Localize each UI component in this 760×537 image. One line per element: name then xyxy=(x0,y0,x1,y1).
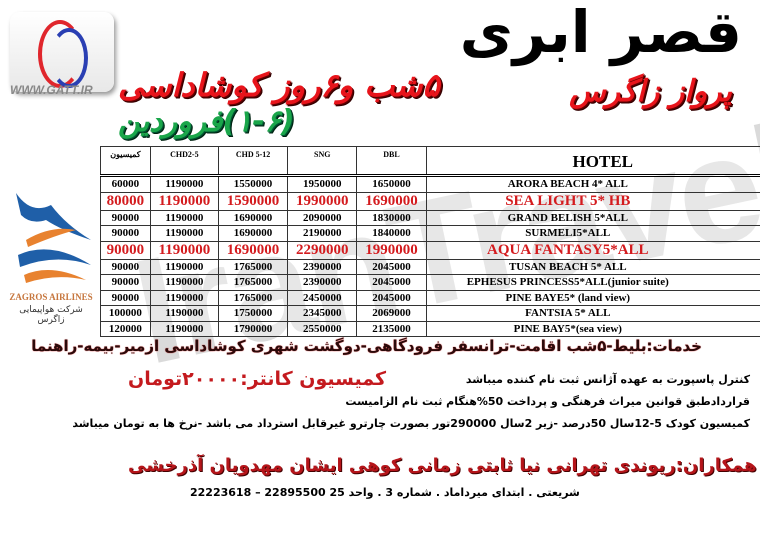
cell-sng: 2345000 xyxy=(287,305,358,322)
table-row: 90000 1190000 1765000 2450000 2045000 PINE BA… xyxy=(100,289,760,306)
cell-dbl: 2045000 xyxy=(356,274,427,291)
price-table: کمیسیون CHD2-5 CHD 5-12 SNG DBL HOTEL 60… xyxy=(100,146,760,337)
cell-chd25: 1190000 xyxy=(149,305,219,322)
cell-hotel: TUSAN BEACH 5* ALL xyxy=(425,258,760,275)
cell-dbl: 2069000 xyxy=(356,305,427,322)
cell-chd512: 1765000 xyxy=(217,289,289,306)
cell-commission: 90000 xyxy=(100,240,151,260)
table-row: 90000 1190000 1690000 2090000 1830000 GRAND B… xyxy=(100,209,760,226)
table-row: 60000 1190000 1550000 1950000 1650000 ARORA B… xyxy=(100,175,760,193)
cell-hotel: GRAND BELISH 5*ALL xyxy=(425,209,760,226)
cell-dbl: 1650000 xyxy=(356,175,427,193)
column-header-chd2-5: CHD2-5 xyxy=(149,146,219,176)
table-row: 120000 1190000 1790000 2550000 2135000 PINE B… xyxy=(100,320,760,337)
cell-hotel: PINE BAYE5* (land view) xyxy=(425,289,760,306)
cell-hotel: ARORA BEACH 4* ALL xyxy=(425,175,760,193)
cell-hotel: SEA LIGHT 5* HB xyxy=(425,191,760,211)
cell-chd512: 1690000 xyxy=(217,209,289,226)
company-logo xyxy=(10,12,114,92)
column-header-dbl: DBL xyxy=(356,146,427,176)
cell-chd512: 1750000 xyxy=(217,305,289,322)
cell-sng: 1950000 xyxy=(287,175,358,193)
cell-chd25: 1190000 xyxy=(149,191,219,211)
cell-dbl: 1690000 xyxy=(356,191,427,211)
table-row: 90000 1190000 1765000 2390000 2045000 TUSAN B… xyxy=(100,258,760,275)
cell-hotel: EPHESUS PRINCESS5*ALL(junior suite) xyxy=(425,274,760,291)
cell-chd25: 1190000 xyxy=(149,289,219,306)
address: شریعتی . ابتدای میرداماد . شماره 3 . واح… xyxy=(190,486,580,499)
column-header-hotel: HOTEL xyxy=(425,146,760,176)
cell-sng: 1990000 xyxy=(287,191,358,211)
cell-commission: 60000 xyxy=(100,175,151,193)
airline-name: ZAGROS AIRLINES xyxy=(9,292,93,302)
cell-chd25: 1190000 xyxy=(149,320,219,337)
cell-commission: 90000 xyxy=(100,258,151,275)
cell-chd25: 1190000 xyxy=(149,209,219,226)
airline-name-persian: شرکت هواپیمایی زاگرس xyxy=(19,305,83,325)
table-header-row: کمیسیون CHD2-5 CHD 5-12 SNG DBL HOTEL xyxy=(100,146,760,176)
page-title: قصر ابری xyxy=(459,0,742,66)
cell-sng: 2190000 xyxy=(287,225,358,242)
cell-hotel: AQUA FANTASY5*ALL xyxy=(425,240,760,260)
website-url: WWW.GATT.IR xyxy=(10,83,93,97)
column-header-sng: SNG xyxy=(287,146,358,176)
cell-sng: 2550000 xyxy=(287,320,358,337)
note-line: کنترل پاسپورت به عهده آژانس ثبت نام کنند… xyxy=(465,373,750,386)
cell-chd512: 1765000 xyxy=(217,258,289,275)
cell-dbl: 2135000 xyxy=(356,320,427,337)
cell-hotel: FANTSIA 5* ALL xyxy=(425,305,760,322)
table-row: 90000 1190000 1690000 2290000 1990000 AQUA FA… xyxy=(100,240,760,260)
package-dates: (۱-۶)فروردین xyxy=(118,104,295,139)
services-text: خدمات:بلیط-۵شب اقامت-ترانسفر فرودگاهی-دو… xyxy=(31,337,702,355)
counter-commission: کمیسیون کانتر:۲۰۰۰۰تومان xyxy=(128,368,387,390)
cell-chd512: 1690000 xyxy=(217,240,289,260)
cell-chd25: 1190000 xyxy=(149,258,219,275)
cell-commission: 90000 xyxy=(100,289,151,306)
cell-sng: 2290000 xyxy=(287,240,358,260)
cell-dbl: 1840000 xyxy=(356,225,427,242)
table-row: 90000 1190000 1690000 2190000 1840000 SURMELI… xyxy=(100,225,760,242)
cell-dbl: 2045000 xyxy=(356,258,427,275)
cell-chd512: 1690000 xyxy=(217,225,289,242)
zagros-flag-icon xyxy=(16,193,91,283)
cell-hotel: PINE BAY5*(sea view) xyxy=(425,320,760,337)
table-row: 80000 1190000 1590000 1990000 1690000 SEA LIG… xyxy=(100,191,760,211)
cell-commission: 120000 xyxy=(100,320,151,337)
cell-sng: 2090000 xyxy=(287,209,358,226)
cell-dbl: 2045000 xyxy=(356,289,427,306)
logo-blue-arc-icon xyxy=(50,28,88,88)
cell-sng: 2450000 xyxy=(287,289,358,306)
zagros-airlines-logo: ZAGROS AIRLINES شرکت هواپیمایی زاگرس xyxy=(6,185,96,325)
airline-title: پرواز زاگرس xyxy=(569,74,732,109)
partners-text: همکاران:ریوندی تهرانی نیا ثابتی زمانی کو… xyxy=(128,455,757,476)
column-header-commission: کمیسیون xyxy=(100,146,151,176)
cell-chd25: 1190000 xyxy=(149,175,219,193)
cell-chd512: 1765000 xyxy=(217,274,289,291)
cell-chd25: 1190000 xyxy=(149,274,219,291)
cell-chd512: 1590000 xyxy=(217,191,289,211)
cell-commission: 90000 xyxy=(100,209,151,226)
cell-sng: 2390000 xyxy=(287,258,358,275)
cell-chd25: 1190000 xyxy=(149,225,219,242)
cell-commission: 90000 xyxy=(100,225,151,242)
cell-commission: 100000 xyxy=(100,305,151,322)
column-header-chd5-12: CHD 5-12 xyxy=(217,146,289,176)
cell-dbl: 1830000 xyxy=(356,209,427,226)
cell-chd512: 1790000 xyxy=(217,320,289,337)
logo-red-arc-icon xyxy=(38,20,82,88)
cell-chd25: 1190000 xyxy=(149,240,219,260)
cell-hotel: SURMELI5*ALL xyxy=(425,225,760,242)
table-row: 100000 1190000 1750000 2345000 2069000 FANTSI… xyxy=(100,305,760,322)
cell-sng: 2390000 xyxy=(287,274,358,291)
note-line: کمیسیون کودک 5-12سال 50درصد -زیر 2سال 29… xyxy=(72,417,750,430)
cell-dbl: 1990000 xyxy=(356,240,427,260)
cell-chd512: 1550000 xyxy=(217,175,289,193)
cell-commission: 90000 xyxy=(100,274,151,291)
note-line: قراردادطبق قوانین میراث فرهنگی و پرداخت … xyxy=(345,395,750,408)
package-title: ۵شب و۶روز کوشاداسی xyxy=(118,66,440,104)
table-row: 90000 1190000 1765000 2390000 2045000 EPHESUS… xyxy=(100,274,760,291)
cell-commission: 80000 xyxy=(100,191,151,211)
